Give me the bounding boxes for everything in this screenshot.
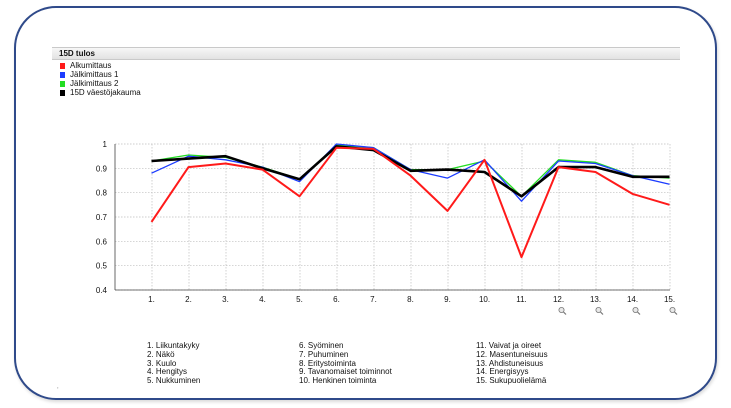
series-line-3 bbox=[150, 146, 670, 259]
dimension-label: 15. Sukupuolielämä bbox=[476, 376, 547, 386]
dimension-label: 3. Kuulo bbox=[147, 358, 177, 368]
dimension-label: 8. Eritystoiminta bbox=[299, 358, 356, 368]
x-tick-label: 10. bbox=[479, 295, 490, 304]
zoom-in-icon[interactable] bbox=[558, 306, 567, 315]
dimension-label: 10. Henkinen toiminta bbox=[299, 376, 377, 386]
legend-item[interactable]: Jälkimittaus 1 bbox=[60, 70, 141, 79]
legend-label: Jälkimittaus 1 bbox=[70, 70, 119, 79]
dimension-label: 2. Näkö bbox=[147, 349, 175, 359]
dimension-column-2: 6. Syöminen 7. Puhuminen 8. Eritystoiminta… bbox=[299, 341, 392, 386]
x-tick-label: 3. bbox=[222, 295, 229, 304]
legend-item[interactable]: Alkumittaus bbox=[60, 61, 141, 70]
dimension-label: 9. Tavanomaiset toiminnot bbox=[299, 367, 392, 377]
x-tick-label: 7. bbox=[370, 295, 377, 304]
dimension-label: 11. Vaivat ja oireet bbox=[476, 341, 542, 350]
stray-mark: , bbox=[57, 384, 59, 390]
dimension-label: 12. Masentuneisuus bbox=[476, 349, 548, 359]
y-tick-label: 0.8 bbox=[96, 189, 108, 198]
legend-swatch bbox=[60, 62, 65, 69]
zoom-in-icon[interactable] bbox=[595, 306, 604, 315]
dimension-label: 4. Hengitys bbox=[147, 367, 188, 377]
legend-item[interactable]: 15D väestöjakauma bbox=[60, 88, 141, 97]
x-tick-label: 5. bbox=[296, 295, 303, 304]
x-tick-label: 11. bbox=[516, 295, 527, 304]
x-tick-label: 15. bbox=[664, 295, 675, 304]
zoom-out-icon[interactable] bbox=[669, 306, 678, 315]
x-tick-label: 1. bbox=[148, 295, 155, 304]
y-tick-label: 0.4 bbox=[96, 286, 108, 295]
y-tick-label: 1 bbox=[103, 140, 108, 149]
zoom-out-icon[interactable] bbox=[632, 306, 641, 315]
dimension-label: 13. Ahdistuneisuus bbox=[476, 358, 544, 368]
x-tick-label: 14. bbox=[627, 295, 638, 304]
rounded-frame bbox=[14, 6, 717, 400]
dimension-label: 7. Puhuminen bbox=[299, 349, 349, 359]
legend-item[interactable]: Jälkimittaus 2 bbox=[60, 79, 141, 88]
x-tick-label: 12. bbox=[553, 295, 564, 304]
x-tick-label: 2. bbox=[185, 295, 192, 304]
legend-label: Alkumittaus bbox=[70, 61, 112, 70]
legend-label: 15D väestöjakauma bbox=[70, 88, 141, 97]
y-tick-label: 0.6 bbox=[96, 237, 108, 246]
y-tick-label: 0.7 bbox=[96, 213, 108, 222]
dimension-column-1: 1. Liikuntakyky 2. Näkö 3. Kuulo 4. Hengity… bbox=[147, 341, 201, 386]
x-tick-label: 4. bbox=[259, 295, 266, 304]
series-line-2 bbox=[151, 145, 670, 198]
y-tick-label: 0.5 bbox=[96, 262, 108, 271]
legend-swatch bbox=[60, 80, 65, 87]
dimension-label: 6. Syöminen bbox=[299, 341, 344, 350]
dimension-label: 14. Energisyys bbox=[476, 367, 529, 377]
panel-title: 15D tulos bbox=[52, 47, 680, 60]
dimension-label: 1. Liikuntakyky bbox=[147, 341, 200, 350]
x-tick-label: 6. bbox=[333, 295, 340, 304]
dimension-label: 5. Nukkuminen bbox=[147, 376, 201, 386]
x-tick-label: 13. bbox=[590, 295, 601, 304]
y-tick-label: 0.9 bbox=[96, 164, 108, 173]
dimension-column-3: 11. Vaivat ja oireet 12. Masentuneisuus 13… bbox=[476, 341, 548, 386]
x-tick-label: 9. bbox=[444, 295, 451, 304]
legend-label: Jälkimittaus 2 bbox=[70, 79, 119, 88]
x-tick-label: 8. bbox=[407, 295, 414, 304]
legend-swatch bbox=[60, 89, 65, 96]
legend-swatch bbox=[60, 71, 65, 78]
